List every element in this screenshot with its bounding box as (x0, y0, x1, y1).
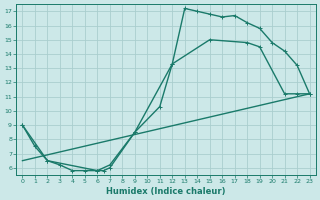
X-axis label: Humidex (Indice chaleur): Humidex (Indice chaleur) (106, 187, 226, 196)
